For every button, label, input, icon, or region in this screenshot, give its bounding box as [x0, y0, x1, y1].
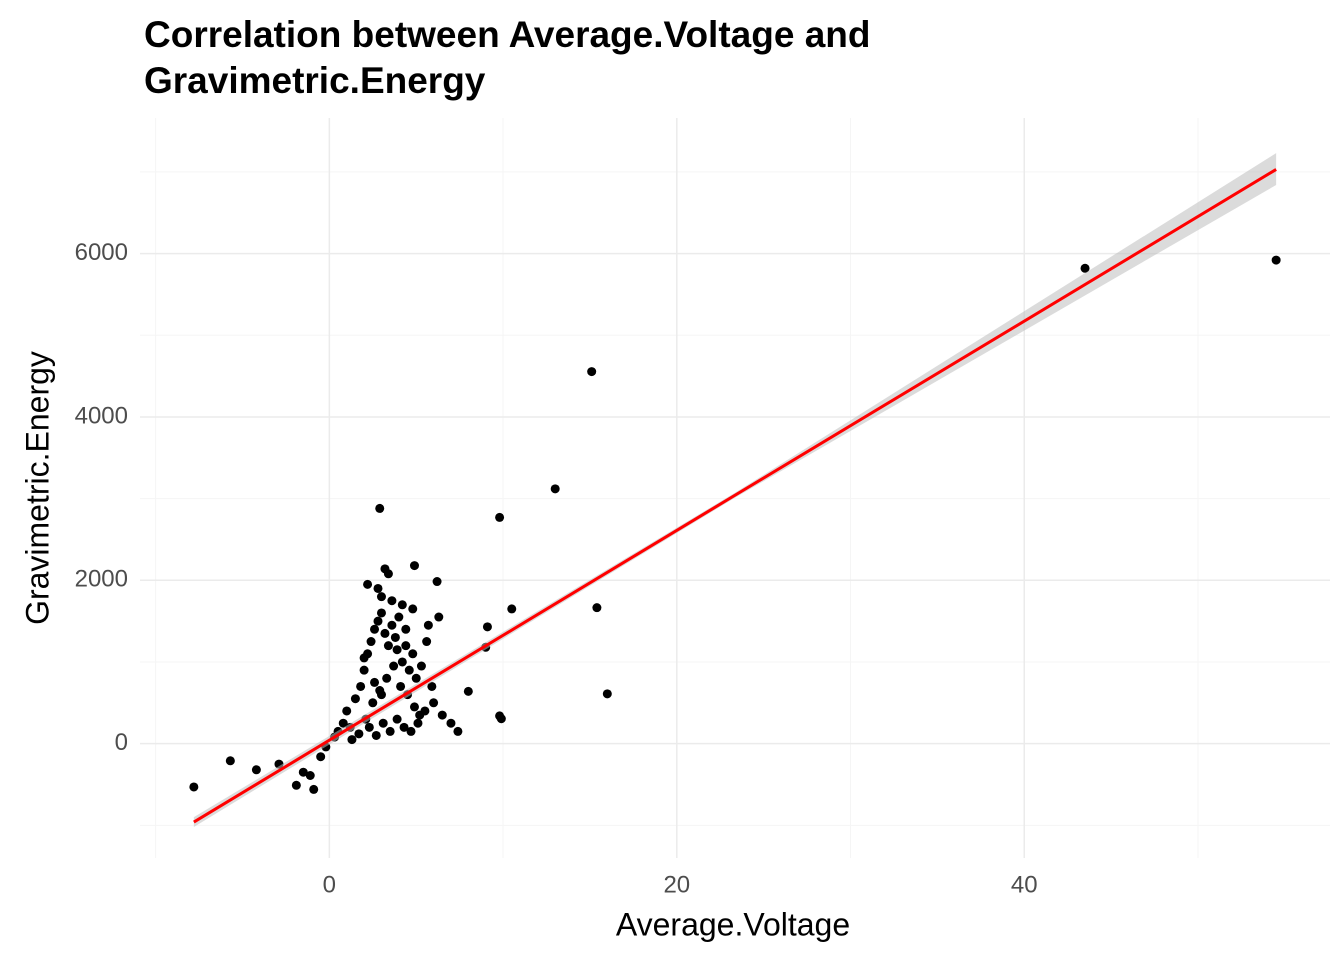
point	[356, 681, 366, 691]
point	[383, 569, 393, 579]
point	[429, 698, 439, 708]
point	[359, 665, 369, 675]
point	[392, 645, 402, 655]
point	[375, 503, 385, 513]
point	[387, 596, 397, 606]
y-tick-label: 0	[115, 729, 128, 756]
point	[390, 632, 400, 642]
point	[368, 698, 378, 708]
y-axis-label: Gravimetric.Energy	[19, 351, 55, 625]
point	[397, 657, 407, 667]
point	[437, 710, 447, 720]
point	[482, 622, 492, 632]
point	[370, 677, 380, 687]
point	[251, 765, 261, 775]
point	[434, 612, 444, 622]
point	[408, 604, 418, 614]
point	[309, 784, 319, 794]
point	[347, 735, 357, 745]
point	[1080, 263, 1090, 273]
point	[354, 729, 364, 739]
chart-title: Gravimetric.Energy	[144, 60, 486, 101]
x-tick-label: 40	[1011, 871, 1038, 898]
y-tick-label: 2000	[75, 566, 128, 593]
fit-line	[193, 168, 1277, 824]
point	[408, 649, 418, 659]
point	[383, 641, 393, 651]
point	[432, 577, 442, 587]
point	[380, 628, 390, 638]
point	[385, 726, 395, 736]
point	[446, 718, 456, 728]
point	[401, 624, 411, 634]
point	[225, 756, 235, 766]
point	[602, 689, 612, 699]
point	[411, 673, 421, 683]
point	[291, 780, 301, 790]
point	[376, 690, 386, 700]
point	[587, 367, 597, 377]
point	[416, 661, 426, 671]
point	[495, 512, 505, 522]
y-tick-label: 6000	[75, 239, 128, 266]
point	[305, 771, 315, 781]
point	[401, 641, 411, 651]
chart-title: Correlation between Average.Voltage and	[144, 14, 870, 55]
x-tick-label: 0	[323, 871, 336, 898]
point	[423, 620, 433, 630]
point	[453, 726, 463, 736]
point	[392, 714, 402, 724]
point	[422, 637, 432, 647]
point	[420, 706, 430, 716]
point	[189, 782, 199, 792]
point	[366, 637, 376, 647]
point	[394, 612, 404, 622]
point	[399, 722, 409, 732]
point	[507, 604, 517, 614]
point	[378, 718, 388, 728]
point	[387, 620, 397, 630]
point	[350, 694, 360, 704]
point	[389, 661, 399, 671]
point	[413, 718, 423, 728]
point	[404, 665, 414, 675]
point	[397, 600, 407, 610]
point	[463, 686, 473, 696]
point	[316, 752, 326, 762]
point	[364, 722, 374, 732]
point	[409, 561, 419, 571]
point	[370, 624, 380, 634]
point	[409, 702, 419, 712]
point	[376, 608, 386, 618]
point	[496, 714, 506, 724]
x-tick-label: 20	[663, 871, 690, 898]
point	[373, 583, 383, 593]
point	[406, 726, 416, 736]
point	[427, 681, 437, 691]
point	[373, 616, 383, 626]
point	[1271, 255, 1281, 265]
point	[382, 673, 392, 683]
point	[298, 767, 308, 777]
x-axis-label: Average.Voltage	[616, 906, 850, 942]
point	[338, 718, 348, 728]
point	[592, 603, 602, 613]
point	[371, 730, 381, 740]
point	[396, 681, 406, 691]
y-tick-label: 4000	[75, 402, 128, 429]
point	[359, 653, 369, 663]
point	[376, 592, 386, 602]
point	[363, 579, 373, 589]
point	[550, 484, 560, 494]
point	[342, 706, 352, 716]
